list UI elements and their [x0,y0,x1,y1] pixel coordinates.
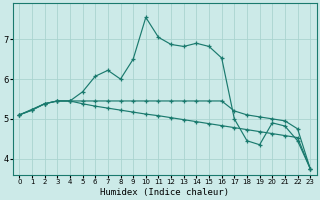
X-axis label: Humidex (Indice chaleur): Humidex (Indice chaleur) [100,188,229,197]
